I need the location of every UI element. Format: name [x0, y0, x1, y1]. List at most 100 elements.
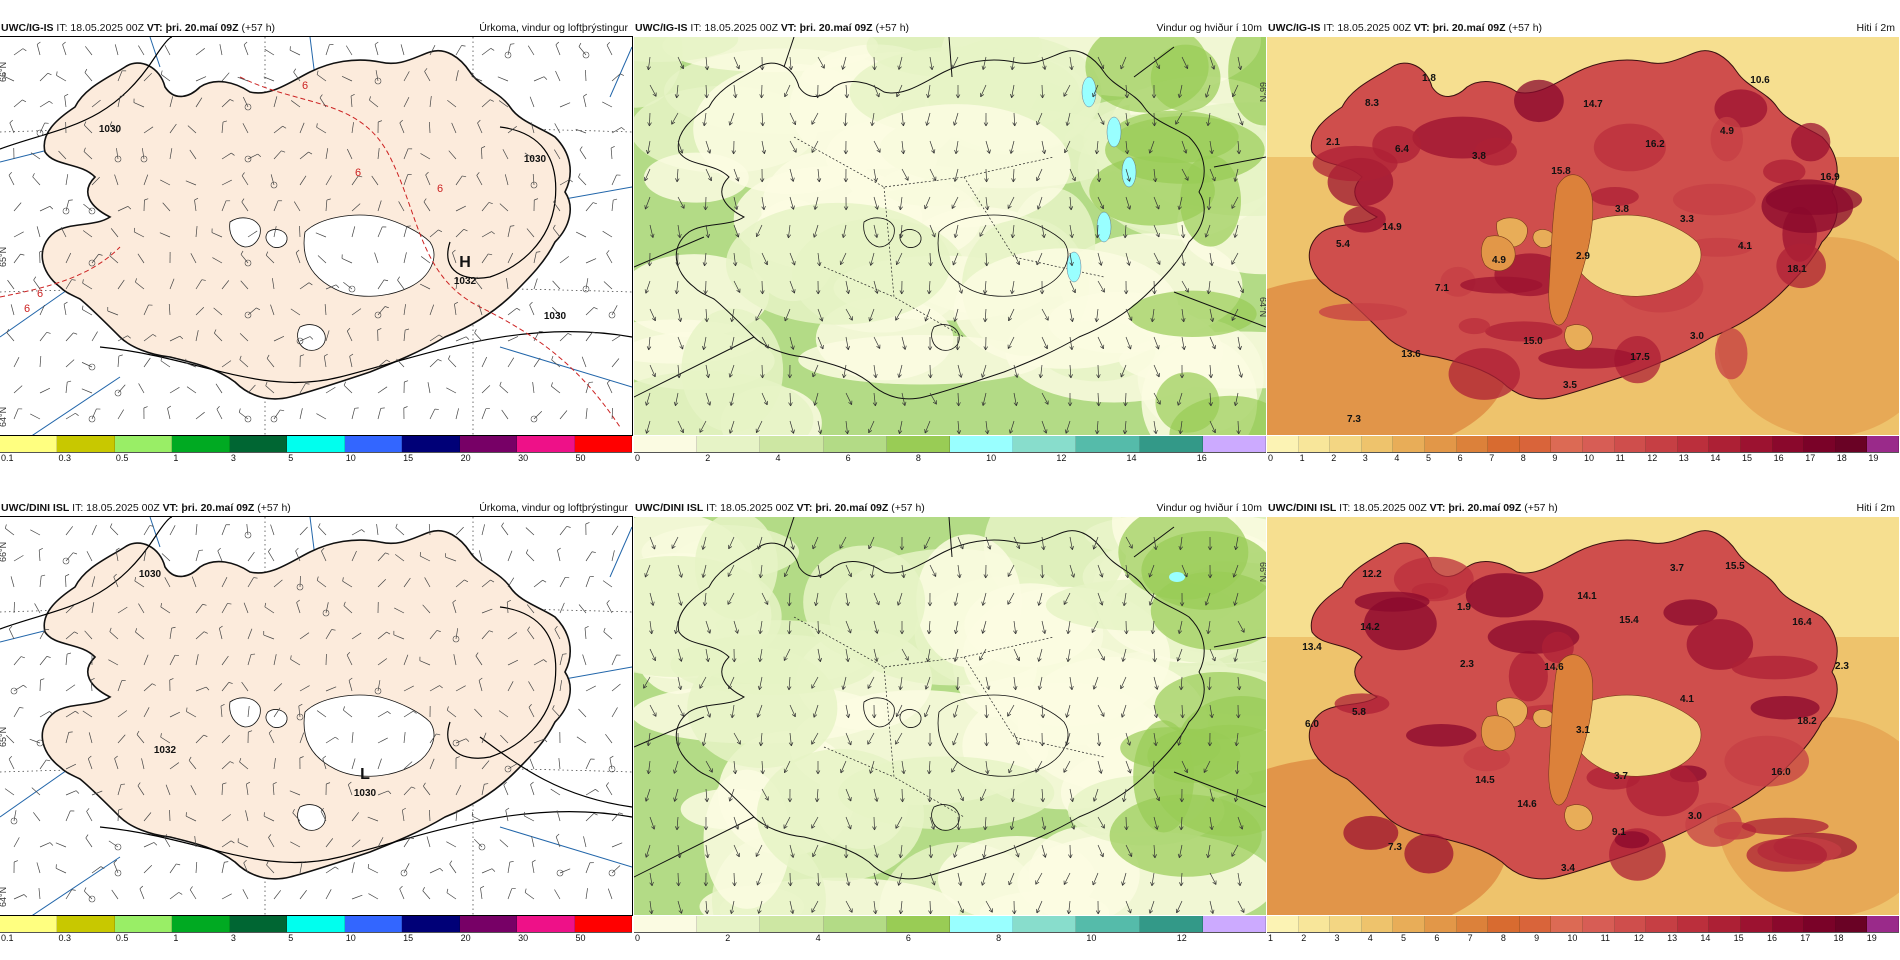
valid-time: þri. 20.maí 09Z: [181, 502, 254, 514]
legend-tick-label: 30: [518, 933, 528, 943]
legend-tick-label: 2: [1331, 453, 1336, 463]
legend-tick-label: 5: [288, 453, 293, 463]
temperature-value: 14.2: [1360, 622, 1380, 633]
legend-tick-label: 1: [1300, 453, 1305, 463]
legend-swatch: [1330, 916, 1362, 932]
legend-tick-label: 9: [1552, 453, 1557, 463]
legend-swatch: [824, 916, 887, 932]
legend-tick-label: 12: [1634, 933, 1644, 943]
legend-tick-label: 17: [1800, 933, 1810, 943]
model-name: UWC/DINI ISL: [635, 502, 703, 514]
legend-tick-label: 11: [1601, 933, 1610, 943]
panel-wind-row2: UWC/DINI ISL IT: 18.05.2025 00Z VT: þri.…: [634, 500, 1266, 960]
legend-swatch: [1362, 436, 1394, 452]
legend-swatch: [1867, 436, 1899, 452]
panel-header: UWC/DINI ISL IT: 18.05.2025 00Z VT: þri.…: [1267, 500, 1899, 516]
temperature-value: 14.5: [1475, 775, 1495, 786]
valid-label: VT:: [1430, 502, 1446, 514]
precip-map[interactable]: 10301030H1032103066666666°N65°N64°N: [0, 37, 632, 435]
wind-map[interactable]: 66°N: [634, 517, 1266, 915]
valid-time: þri. 20.maí 09Z: [1433, 22, 1506, 34]
valid-label: VT:: [781, 22, 797, 34]
legend-tick-label: 10: [1567, 933, 1577, 943]
legend-swatch: [1551, 916, 1583, 932]
init-time: IT: 18.05.2025 00Z: [690, 22, 778, 34]
legend-swatch: [1867, 916, 1899, 932]
legend-swatch: [1076, 916, 1139, 932]
legend-swatch: [1488, 436, 1520, 452]
legend-swatch: [1393, 436, 1425, 452]
temperature-value: 7.3: [1347, 414, 1361, 425]
color-legend: [634, 916, 1266, 932]
valid-label: VT:: [1414, 22, 1430, 34]
legend-swatch: [1203, 436, 1266, 452]
color-legend: [0, 436, 632, 452]
legend-tick-label: 0: [635, 933, 640, 943]
temperature-value: 18.1: [1787, 264, 1807, 275]
legend-swatch: [402, 436, 459, 452]
legend-swatch: [1804, 436, 1836, 452]
lat-label: 65°N: [0, 727, 8, 747]
legend-tick-label: 5: [1401, 933, 1406, 943]
gust-patch: [1067, 252, 1081, 282]
pressure-label: 1030: [544, 311, 567, 322]
legend-tick-label: 50: [576, 453, 586, 463]
gust-patch: [1122, 157, 1136, 187]
pressure-label: 1030: [99, 124, 122, 135]
legend-swatch: [697, 916, 760, 932]
temperature-value: 4.9: [1720, 126, 1734, 137]
temperature-value: 5.4: [1336, 239, 1350, 250]
temperature-value: 14.6: [1517, 799, 1537, 810]
gust-patch: [1082, 77, 1096, 107]
legend-tick-label: 19: [1867, 933, 1877, 943]
legend-tick-label: 15: [403, 453, 413, 463]
legend-swatch: [1773, 436, 1805, 452]
legend-swatch: [1299, 916, 1331, 932]
legend-tick-label: 19: [1868, 453, 1878, 463]
legend-tick-label: 4: [1394, 453, 1399, 463]
legend-tick-label: 0.5: [116, 933, 129, 943]
model-name: UWC/IG-IS: [1, 22, 54, 34]
legend-swatch: [1709, 916, 1741, 932]
legend-tick-label: 9: [1534, 933, 1539, 943]
pressure-label: 1030: [354, 788, 377, 799]
legend-swatch: [1773, 916, 1805, 932]
temperature-value: 15.8: [1551, 166, 1571, 177]
legend-swatch: [115, 436, 172, 452]
pressure-label: H: [459, 254, 471, 271]
legend-tick-label: 14: [1700, 933, 1710, 943]
temperature-value: 5.8: [1352, 707, 1366, 718]
isobar-label: 6: [355, 167, 361, 179]
legend-swatch: [1615, 916, 1647, 932]
model-name: UWC/DINI ISL: [1, 502, 69, 514]
lead-time: (+57 h): [241, 22, 275, 34]
isobar-label: 6: [437, 183, 443, 195]
legend-tick-label: 15: [1742, 453, 1752, 463]
temperature-value: 6.4: [1395, 144, 1409, 155]
legend-swatch: [1678, 436, 1710, 452]
legend-tick-label: 0.3: [58, 933, 71, 943]
legend-swatch: [1583, 436, 1615, 452]
temperature-value: 14.6: [1544, 662, 1564, 673]
legend-tick-label: 3: [1363, 453, 1368, 463]
legend-tick-label: 10: [986, 453, 996, 463]
legend-tick-label: 50: [576, 933, 586, 943]
temperature-value: 2.9: [1576, 251, 1590, 262]
temperature-value: 4.1: [1680, 694, 1694, 705]
init-time: IT: 18.05.2025 00Z: [56, 22, 144, 34]
temperature-value: 2.1: [1326, 137, 1340, 148]
temperature-value: 9.1: [1612, 827, 1626, 838]
legend-swatch: [1203, 916, 1266, 932]
temperature-value: 15.0: [1523, 336, 1543, 347]
panel-title: Vindur og hviður í 10m: [1157, 500, 1262, 516]
legend-swatch: [287, 916, 344, 932]
legend-swatch: [1425, 436, 1457, 452]
legend-tick-label: 16: [1197, 453, 1207, 463]
legend-tick-label: 6: [846, 453, 851, 463]
legend-tick-label: 10: [1086, 933, 1096, 943]
legend-swatch: [1488, 916, 1520, 932]
